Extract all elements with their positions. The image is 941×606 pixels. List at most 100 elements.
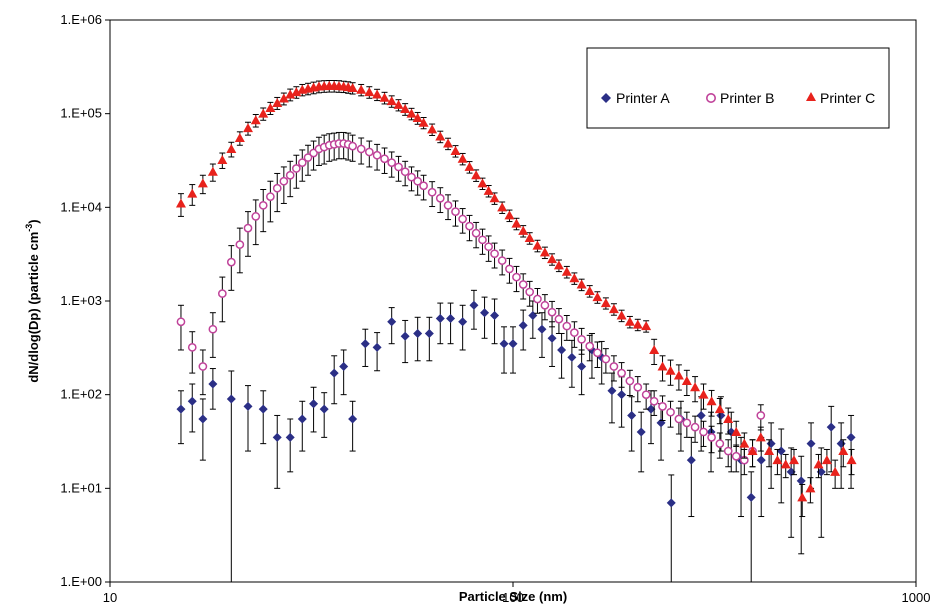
data-point [250,115,261,125]
data-point [226,143,237,153]
data-point [329,368,339,378]
legend-marker-printer-a [601,93,611,103]
data-point [393,99,404,109]
data-point [813,459,824,469]
data-point [836,439,846,449]
data-point [477,178,488,188]
data-point [258,404,268,414]
data-point [772,455,783,465]
data-point [747,446,758,456]
data-point [272,432,282,442]
data-point [846,432,856,442]
data-point [291,87,302,97]
data-point [537,324,547,334]
data-point [309,399,319,409]
data-point [364,147,374,157]
data-point [208,379,218,389]
data-point [319,404,329,414]
data-point [786,467,796,477]
x-tick-label: 100 [502,590,524,605]
data-point [291,164,301,173]
error-bars-printer-a [177,289,855,582]
data-point [656,418,666,428]
data-point [617,368,626,378]
data-point [208,324,218,334]
y-axis-title-close: ) [26,219,41,223]
data-point [788,455,799,465]
markers-printer-c [175,80,857,502]
y-tick-label: 1.E+04 [60,199,102,214]
legend-label-printer-a: Printer A [616,90,670,106]
data-point [497,202,508,212]
y-tick-label: 1.E+00 [60,574,102,589]
data-point [539,247,550,257]
data-point [187,343,197,352]
data-point [547,254,558,264]
data-point [217,155,228,165]
data-point [584,285,595,295]
data-point [394,162,403,172]
data-point [557,345,567,355]
data-point [699,427,708,437]
data-point [198,362,208,371]
data-point [217,289,227,298]
error-bars-printer-b [177,131,764,476]
data-point [518,225,529,235]
data-point [627,410,637,420]
data-point [696,410,706,420]
data-point [443,200,453,210]
data-point [175,198,186,208]
data-point [723,413,734,423]
data-point [649,396,659,406]
y-axis-title-main: dN/dlog(Dp) (particle cm [26,232,41,383]
data-point [419,181,428,191]
data-point [413,328,423,338]
data-point [838,446,849,456]
legend-box [586,47,890,129]
data-point [641,321,652,331]
data-point [458,214,467,224]
data-point [666,498,676,508]
data-point [776,446,786,456]
data-point [198,414,208,424]
data-point [570,328,579,337]
data-point [601,354,611,364]
data-point [528,311,538,321]
series-layer [175,79,857,582]
data-point [235,240,245,249]
data-point [400,167,410,177]
data-point [443,138,454,148]
data-point [755,432,766,442]
data-point [251,212,261,221]
data-point [686,455,696,465]
data-point [489,193,500,203]
data-point [339,361,349,371]
data-point [471,170,482,180]
data-point [576,279,587,289]
data-point [592,292,603,302]
data-point [265,102,276,112]
data-point [372,150,382,160]
data-point [561,266,572,276]
data-point [356,84,367,94]
data-point [796,476,806,486]
data-point [707,433,716,442]
data-point [681,375,692,385]
x-tick-label: 1000 [902,590,931,605]
data-point [297,158,307,167]
data-point [658,402,667,411]
y-tick-label: 1.E+01 [60,480,102,495]
legend-label-printer-b: Printer B [720,90,774,106]
data-point [577,334,586,344]
data-point [562,321,572,331]
data-point [187,188,198,198]
markers-printer-b [176,139,766,465]
data-point [731,451,741,461]
data-point [469,300,479,310]
data-point [524,233,535,243]
data-point [424,328,434,338]
data-point [497,256,507,265]
data-point [533,294,542,304]
data-point [418,117,429,127]
data-point [386,96,397,106]
